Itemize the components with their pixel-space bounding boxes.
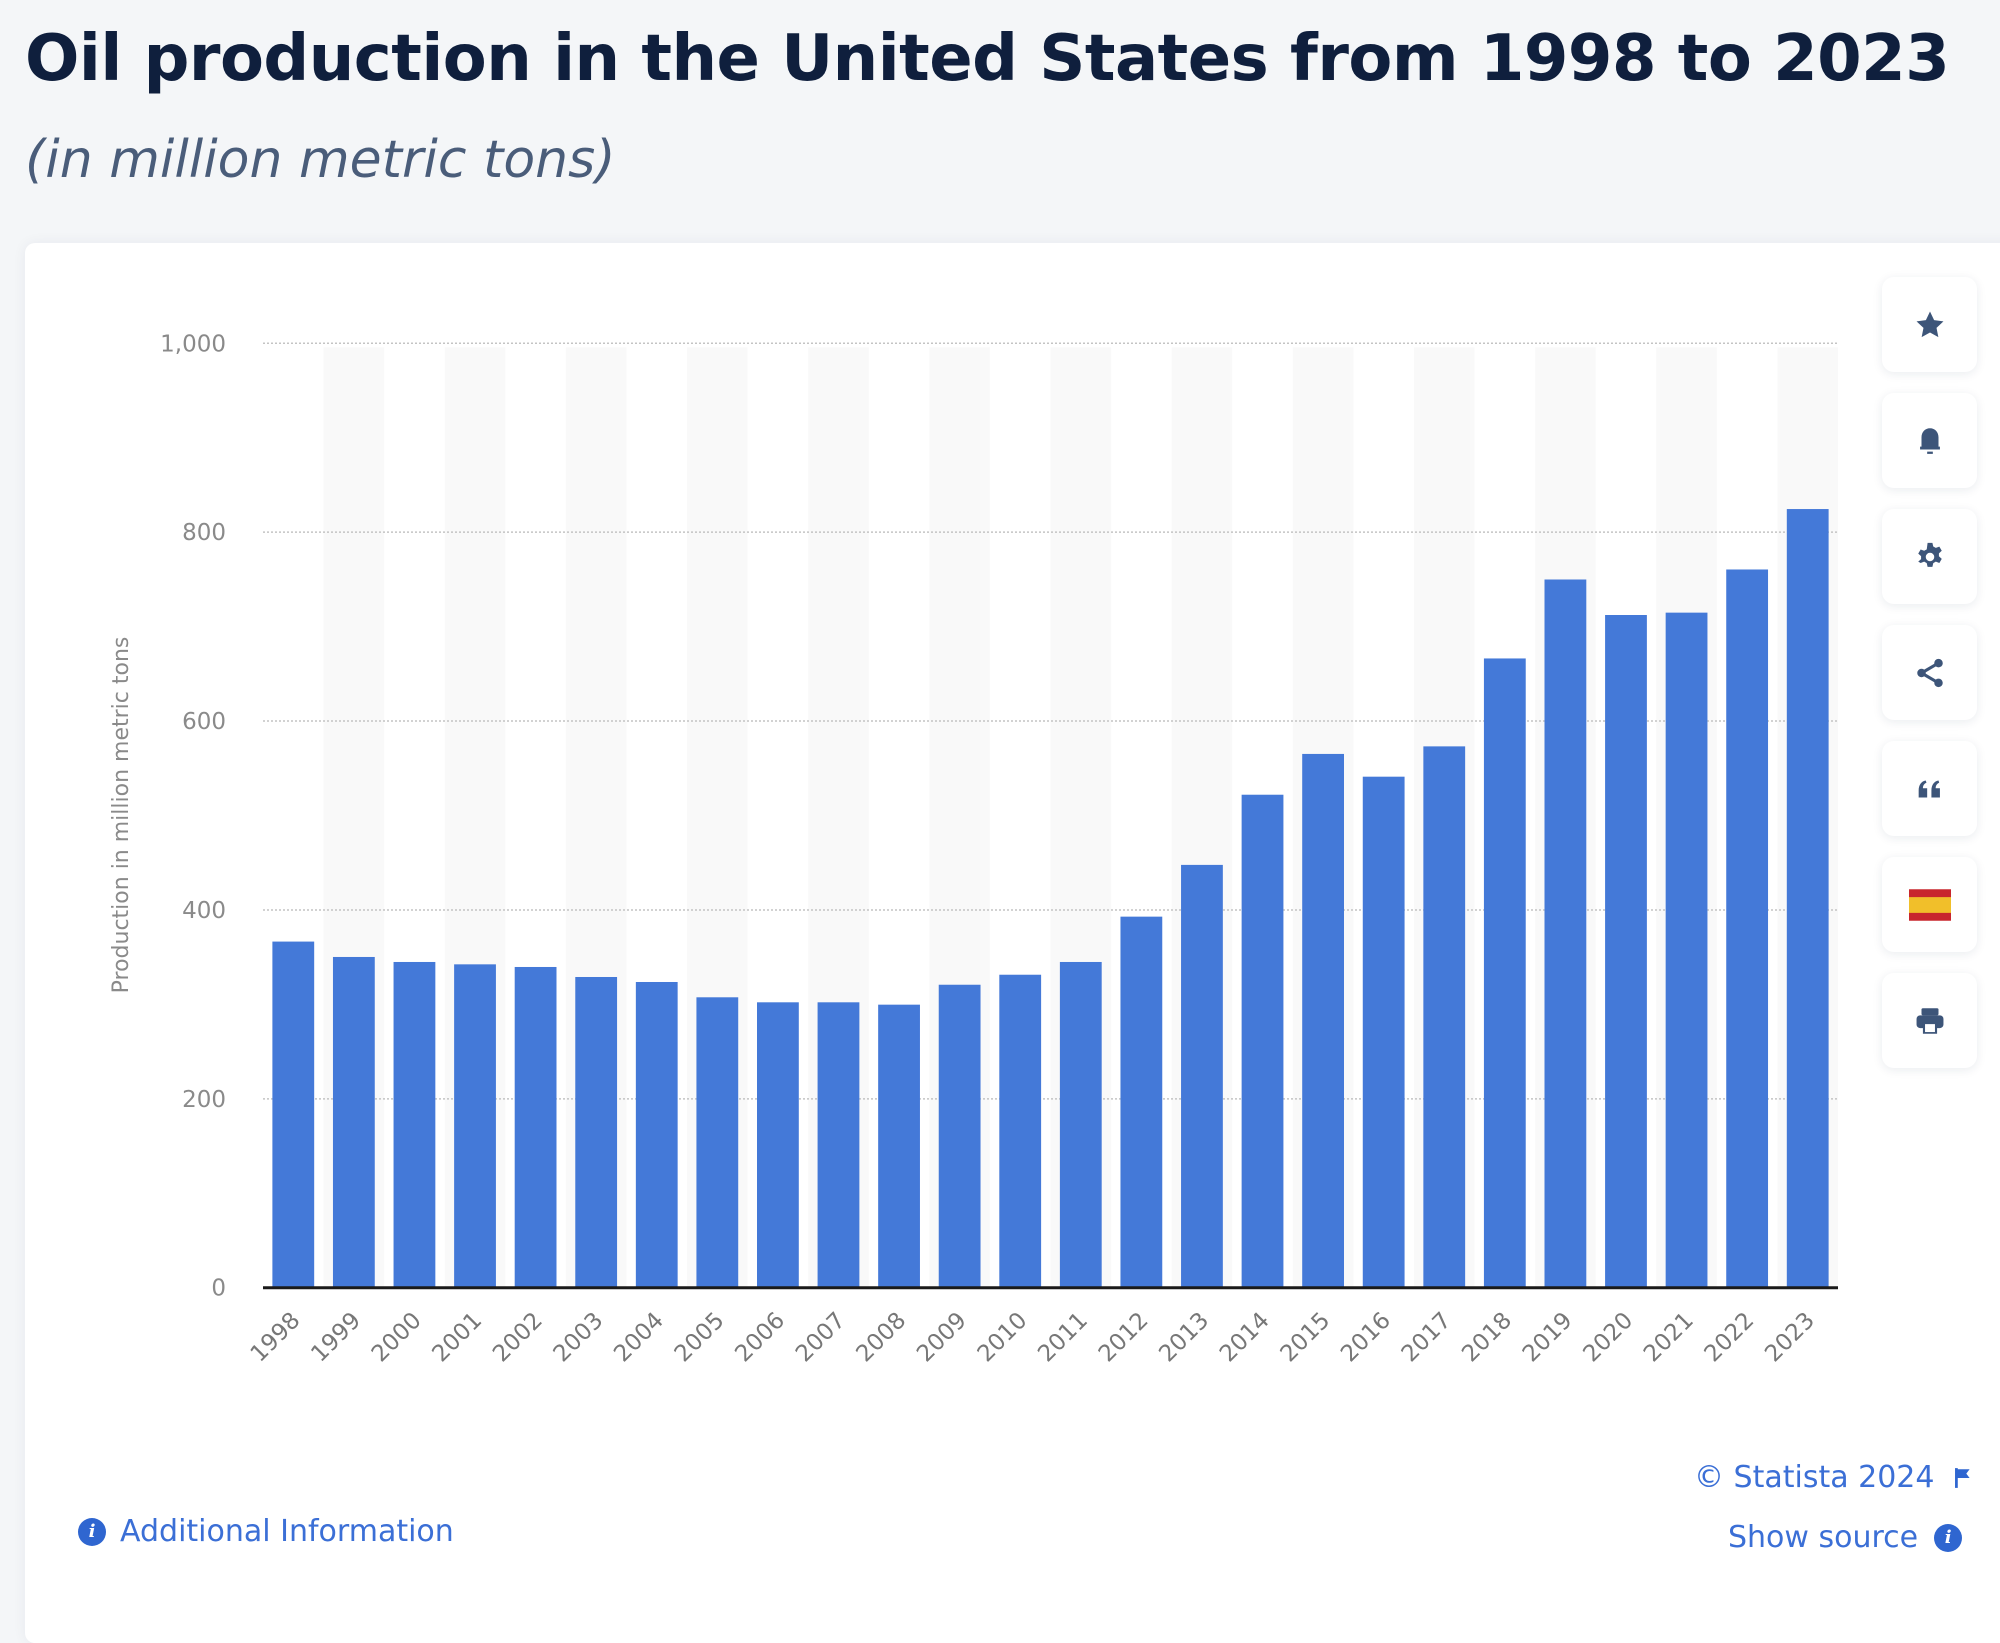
share-icon — [1916, 658, 1943, 687]
bar-2008[interactable] — [878, 1004, 920, 1288]
bars — [272, 509, 1829, 1288]
copyright-link[interactable]: © Statista 2024 — [1694, 1460, 1972, 1495]
favorite-button[interactable] — [1882, 277, 1977, 372]
page-title: Oil production in the United States from… — [25, 22, 1950, 96]
x-tick-label: 2017 — [1397, 1308, 1457, 1368]
bar-2001[interactable] — [454, 964, 496, 1288]
additional-information-label: Additional Information — [120, 1514, 454, 1549]
bar-2011[interactable] — [1059, 961, 1102, 1288]
show-source-link[interactable]: Show source i — [1728, 1520, 1963, 1555]
x-tick-label: 2001 — [427, 1308, 487, 1368]
y-axis-ticks: 0 200 400 600 800 1,000 — [160, 331, 226, 1301]
gear-icon — [1917, 542, 1942, 567]
x-tick-label: 2015 — [1276, 1308, 1336, 1368]
bar-2004[interactable] — [635, 981, 678, 1288]
y-tick-label: 1,000 — [160, 331, 226, 357]
bar-2014[interactable] — [1241, 794, 1284, 1288]
info-icon: i — [78, 1517, 106, 1546]
bar-1998[interactable] — [272, 941, 315, 1288]
notification-button[interactable] — [1882, 393, 1977, 488]
y-tick-label: 600 — [182, 709, 226, 735]
x-tick-label: 2022 — [1700, 1308, 1760, 1368]
x-tick-label: 2023 — [1760, 1308, 1820, 1368]
flag-report-icon — [1955, 1467, 1971, 1488]
x-tick-label: 2021 — [1639, 1308, 1699, 1368]
bar-2006[interactable] — [757, 1002, 799, 1288]
page-subtitle: (in million metric tons) — [25, 130, 616, 190]
x-tick-label: 2016 — [1336, 1308, 1396, 1368]
x-tick-label: 1999 — [306, 1308, 366, 1368]
bar-2007[interactable] — [817, 1002, 860, 1288]
quote-icon — [1918, 780, 1940, 797]
x-tick-label: 2013 — [1154, 1308, 1214, 1368]
share-button[interactable] — [1882, 625, 1977, 720]
bar-2019[interactable] — [1544, 579, 1587, 1288]
x-tick-label: 2000 — [367, 1308, 427, 1368]
spain-flag-icon — [1908, 888, 1951, 921]
copyright-label: © Statista 2024 — [1694, 1460, 1935, 1495]
x-tick-label: 2014 — [1215, 1308, 1275, 1368]
bar-2022[interactable] — [1726, 569, 1769, 1288]
x-tick-label: 2020 — [1578, 1308, 1638, 1368]
show-source-label: Show source — [1728, 1520, 1919, 1555]
y-tick-label: 800 — [182, 520, 226, 546]
bar-2003[interactable] — [575, 976, 618, 1288]
star-icon — [1916, 311, 1943, 337]
info-icon: i — [1934, 1523, 1963, 1552]
bar-2009[interactable] — [938, 984, 981, 1288]
x-tick-label: 2018 — [1457, 1308, 1517, 1368]
bar-2021[interactable] — [1665, 612, 1708, 1288]
bar-2005[interactable] — [696, 997, 739, 1288]
cite-button[interactable] — [1882, 741, 1977, 836]
x-tick-label: 2002 — [488, 1308, 548, 1368]
settings-button[interactable] — [1882, 509, 1977, 604]
x-tick-label: 2007 — [791, 1308, 851, 1368]
bar-1999[interactable] — [332, 956, 375, 1288]
y-tick-label: 400 — [182, 898, 226, 924]
bar-2016[interactable] — [1362, 776, 1405, 1288]
x-tick-label: 2005 — [670, 1308, 730, 1368]
bar-2018[interactable] — [1483, 658, 1526, 1288]
x-axis-ticks: 1998 1999 2000 2001 2002 2003 2004 2005 2006 2007… — [246, 1308, 1820, 1368]
bar-2020[interactable] — [1605, 615, 1647, 1288]
x-tick-label: 2011 — [1033, 1308, 1093, 1368]
x-tick-label: 2012 — [1094, 1308, 1154, 1368]
x-tick-label: 2006 — [730, 1308, 790, 1368]
printer-icon — [1916, 1007, 1943, 1034]
x-tick-label: 2010 — [973, 1308, 1033, 1368]
x-tick-label: 2008 — [852, 1308, 912, 1368]
x-tick-label: 1998 — [246, 1308, 306, 1368]
print-button[interactable] — [1882, 973, 1977, 1068]
language-button[interactable] — [1882, 857, 1977, 952]
y-axis-title: Production in million metric tons — [109, 637, 134, 994]
bar-2017[interactable] — [1423, 746, 1466, 1288]
bar-2002[interactable] — [514, 966, 557, 1288]
x-tick-label: 2004 — [609, 1308, 669, 1368]
y-tick-label: 0 — [211, 1276, 226, 1302]
x-tick-label: 2019 — [1518, 1308, 1578, 1368]
y-tick-label: 200 — [182, 1087, 226, 1113]
additional-information-link[interactable]: i Additional Information — [78, 1514, 454, 1549]
bar-2012[interactable] — [1120, 916, 1163, 1288]
bar-2023[interactable] — [1786, 509, 1829, 1288]
x-tick-label: 2003 — [549, 1308, 609, 1368]
bar-2015[interactable] — [1302, 753, 1344, 1288]
x-tick-label: 2009 — [912, 1308, 972, 1368]
bar-2010[interactable] — [999, 974, 1042, 1288]
bar-2000[interactable] — [393, 961, 436, 1288]
bar-2013[interactable] — [1181, 864, 1223, 1288]
bell-icon — [1919, 427, 1940, 454]
